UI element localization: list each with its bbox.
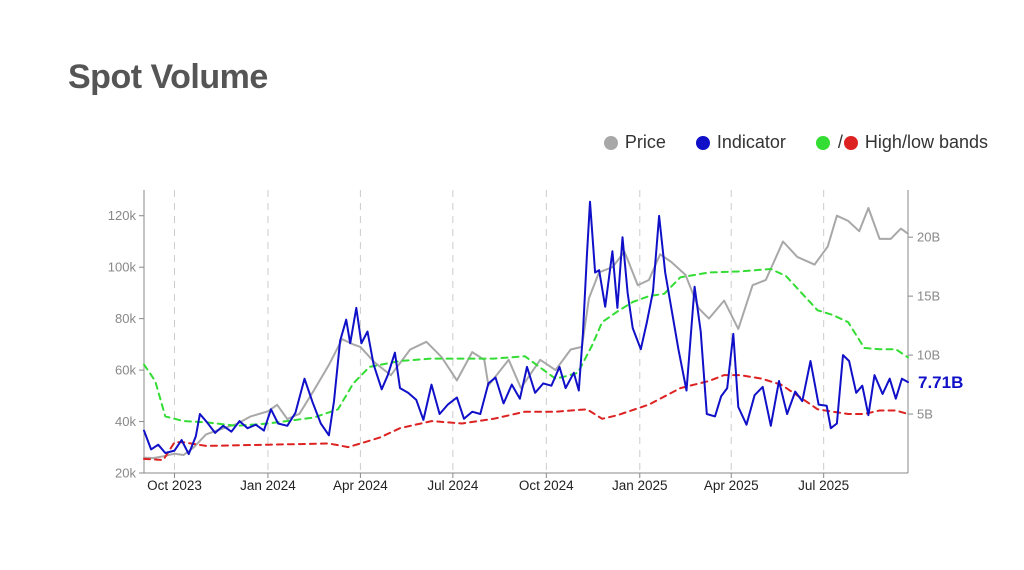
indicator-legend-dot-icon: [695, 135, 710, 150]
right-tick-label: 20B: [917, 230, 940, 245]
x-tick-label: Jul 2025: [798, 478, 849, 493]
x-tick-label: Apr 2025: [704, 478, 759, 493]
legend-label-price: Price: [624, 132, 666, 152]
chart-legend: Price Indicator / High/low bands: [582, 132, 988, 153]
low-band-series-line: [143, 374, 909, 461]
right-tick-label: 10B: [917, 348, 940, 363]
left-tick-label: 60k: [115, 363, 136, 378]
legend-item-indicator[interactable]: Indicator: [695, 132, 786, 153]
left-tick-label: 100k: [108, 260, 137, 275]
page-title: Spot Volume: [68, 58, 268, 96]
x-tick-label: Oct 2023: [147, 478, 202, 493]
legend-label-bands: High/low bands: [864, 132, 988, 152]
indicator-series-line: [143, 200, 909, 456]
left-tick-label: 120k: [108, 208, 137, 223]
legend-separator: /: [837, 132, 843, 152]
left-tick-label: 80k: [115, 311, 136, 326]
indicator-end-value-label: 7.71B: [918, 373, 963, 392]
x-tick-label: Jul 2024: [427, 478, 479, 493]
left-tick-label: 40k: [115, 414, 136, 429]
high-band-series-line: [143, 268, 909, 427]
legend-item-bands[interactable]: / High/low bands: [815, 132, 988, 153]
price-series-line: [143, 207, 909, 460]
high-band-legend-dot-icon: [815, 135, 830, 150]
x-tick-label: Apr 2024: [333, 478, 388, 493]
x-tick-label: Jan 2025: [612, 478, 668, 493]
x-tick-label: Oct 2024: [519, 478, 574, 493]
x-tick-label: Jan 2024: [240, 478, 296, 493]
right-tick-label: 15B: [917, 289, 940, 304]
legend-label-indicator: Indicator: [716, 132, 786, 152]
legend-item-price[interactable]: Price: [603, 132, 666, 153]
low-band-legend-dot-icon: [843, 135, 858, 150]
right-tick-label: 5B: [917, 407, 933, 422]
left-tick-label: 20k: [115, 466, 136, 481]
price-legend-dot-icon: [603, 135, 618, 150]
